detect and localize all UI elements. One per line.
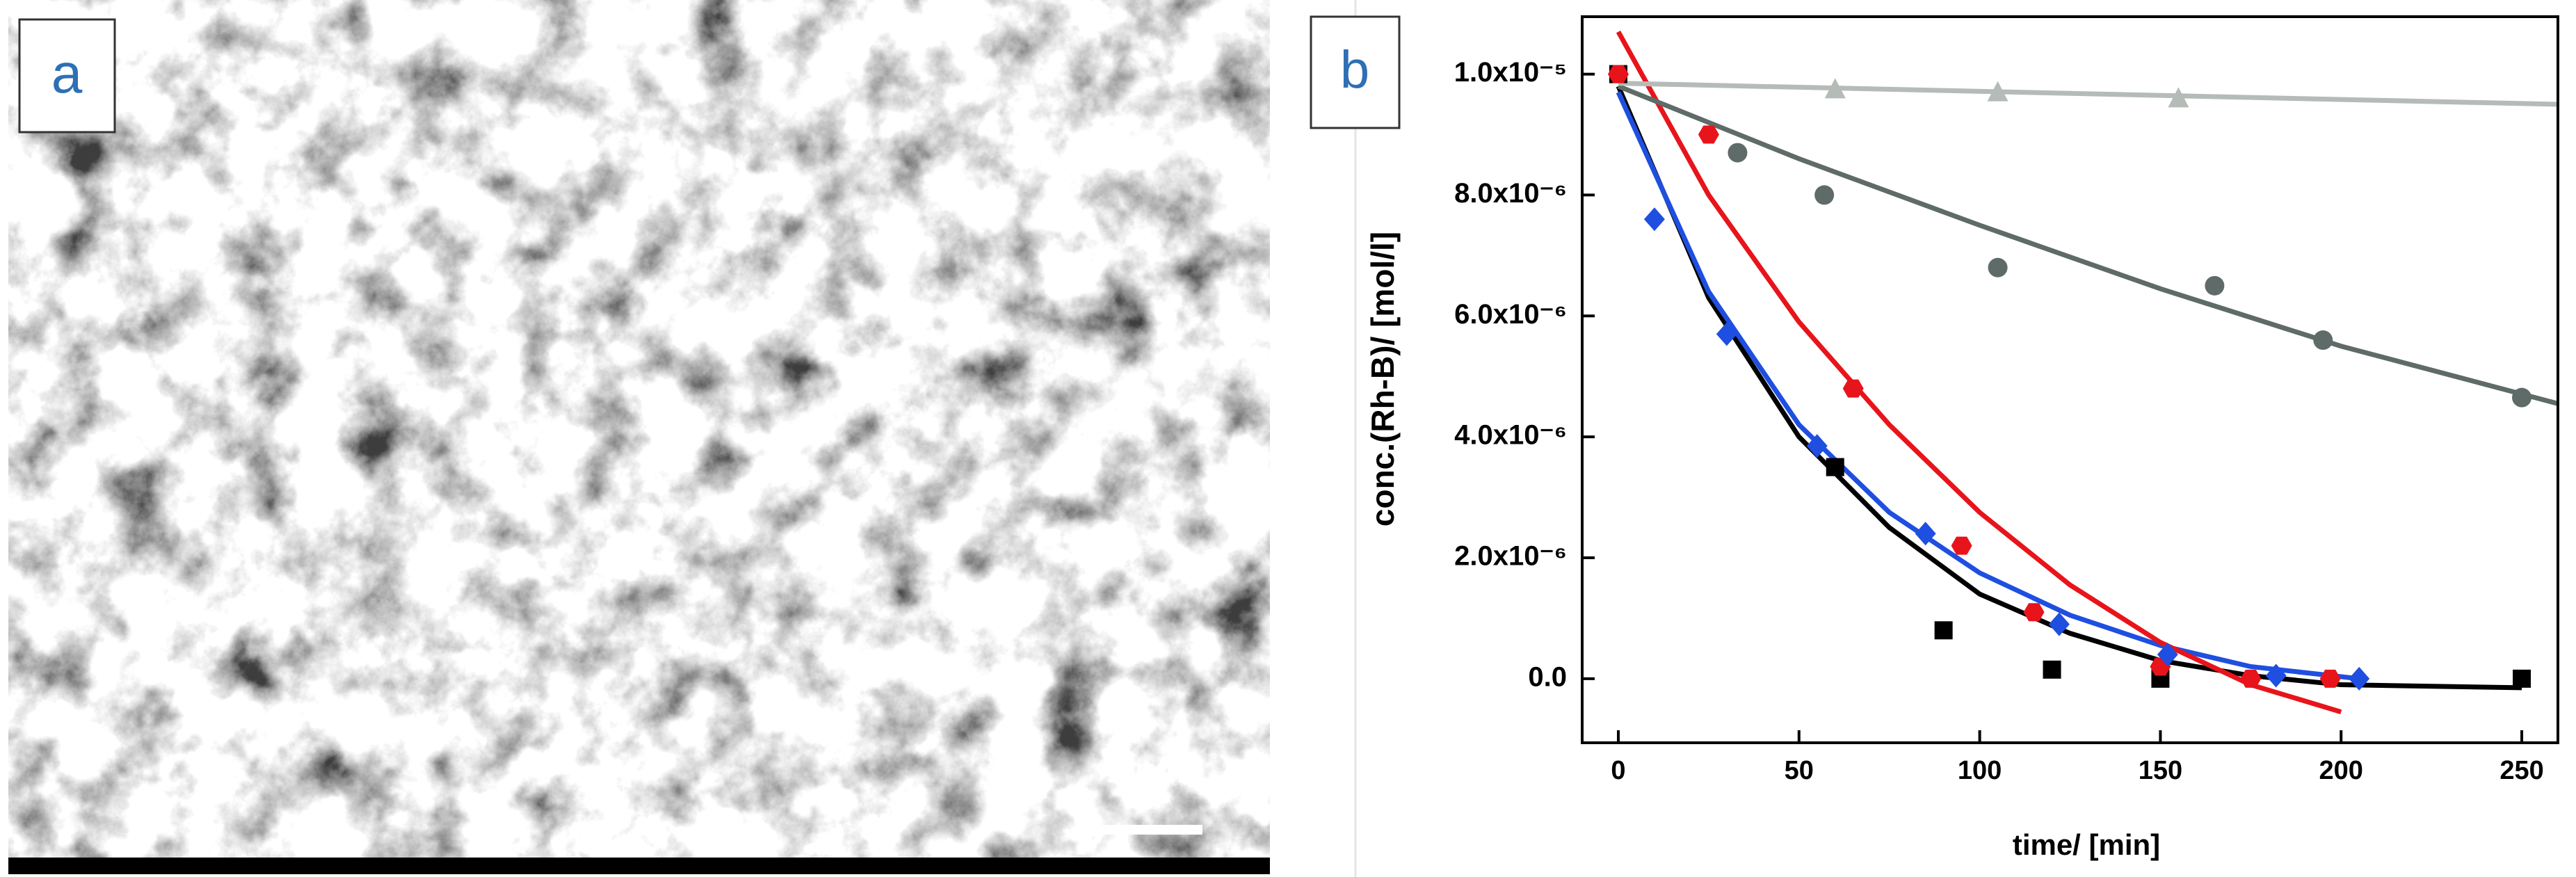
scale-bar <box>1090 825 1202 835</box>
data-point <box>2023 603 2045 622</box>
data-point <box>1643 207 1665 232</box>
data-point <box>1842 379 1864 398</box>
x-tick-label: 50 <box>1785 756 1814 785</box>
data-point <box>1698 125 1719 144</box>
data-point <box>2205 275 2225 296</box>
data-point <box>2043 660 2061 679</box>
data-point <box>2157 643 2178 667</box>
data-point <box>2512 387 2532 408</box>
data-point <box>1814 185 1835 205</box>
panel-a: a 1 µm <box>8 0 1270 874</box>
data-point <box>1824 78 1846 99</box>
data-point <box>1728 143 1748 163</box>
data-point <box>2319 669 2341 688</box>
x-tick-label: 150 <box>2139 756 2182 785</box>
x-tick-label: 250 <box>2499 756 2543 785</box>
data-point <box>1607 65 1629 83</box>
x-tick-label: 0 <box>1611 756 1625 785</box>
panel-label: a <box>51 42 83 104</box>
panel-label: b <box>1340 40 1369 99</box>
data-point <box>1915 522 1936 546</box>
data-point <box>1806 434 1828 458</box>
fit-line <box>1618 81 2559 107</box>
data-point <box>2168 87 2189 108</box>
y-axis-label: conc.(Rh-B)/ [mol/l] <box>1365 232 1401 526</box>
data-point <box>2313 330 2333 351</box>
x-axis-label: time/ [min] <box>2013 828 2160 861</box>
x-tick-label: 100 <box>1958 756 2002 785</box>
sem-image <box>8 0 1270 860</box>
data-point <box>2265 663 2287 688</box>
scale-bar-label: 1 µm <box>1106 751 1186 790</box>
plot-frame <box>1581 15 2559 744</box>
data-point <box>1987 81 2009 102</box>
y-tick-label: 8.0x10⁻⁶ <box>1454 178 1567 209</box>
data-point <box>1951 536 1972 555</box>
y-tick-label: 4.0x10⁻⁶ <box>1454 420 1567 451</box>
data-point <box>2240 669 2262 688</box>
data-point <box>2048 612 2070 636</box>
x-tick-label: 200 <box>2319 756 2363 785</box>
data-point <box>2349 666 2370 691</box>
data-point <box>1716 322 1737 346</box>
fit-line <box>1616 85 2522 691</box>
fit-line <box>1617 83 2559 406</box>
data-point <box>2513 669 2531 688</box>
plot: 0 50 100 150 200 250 0.0 2.0x10⁻⁶ 4.0x10⁻⁶ 6.0x10… <box>1454 31 2559 785</box>
data-point <box>1934 621 1953 640</box>
y-tick-label: 6.0x10⁻⁶ <box>1454 299 1567 330</box>
y-tick-label: 0.0 <box>1528 661 1567 692</box>
y-tick-label: 2.0x10⁻⁶ <box>1454 541 1567 572</box>
data-point <box>1826 458 1844 476</box>
image-border <box>8 858 1270 874</box>
panel-label-box <box>1310 15 1401 129</box>
fit-line <box>1616 91 2360 682</box>
y-tick-label: 1.0x10⁻⁵ <box>1454 57 1567 88</box>
fit-line <box>1616 31 2342 715</box>
panel-label-box <box>18 18 116 134</box>
data-point <box>1988 257 2008 277</box>
